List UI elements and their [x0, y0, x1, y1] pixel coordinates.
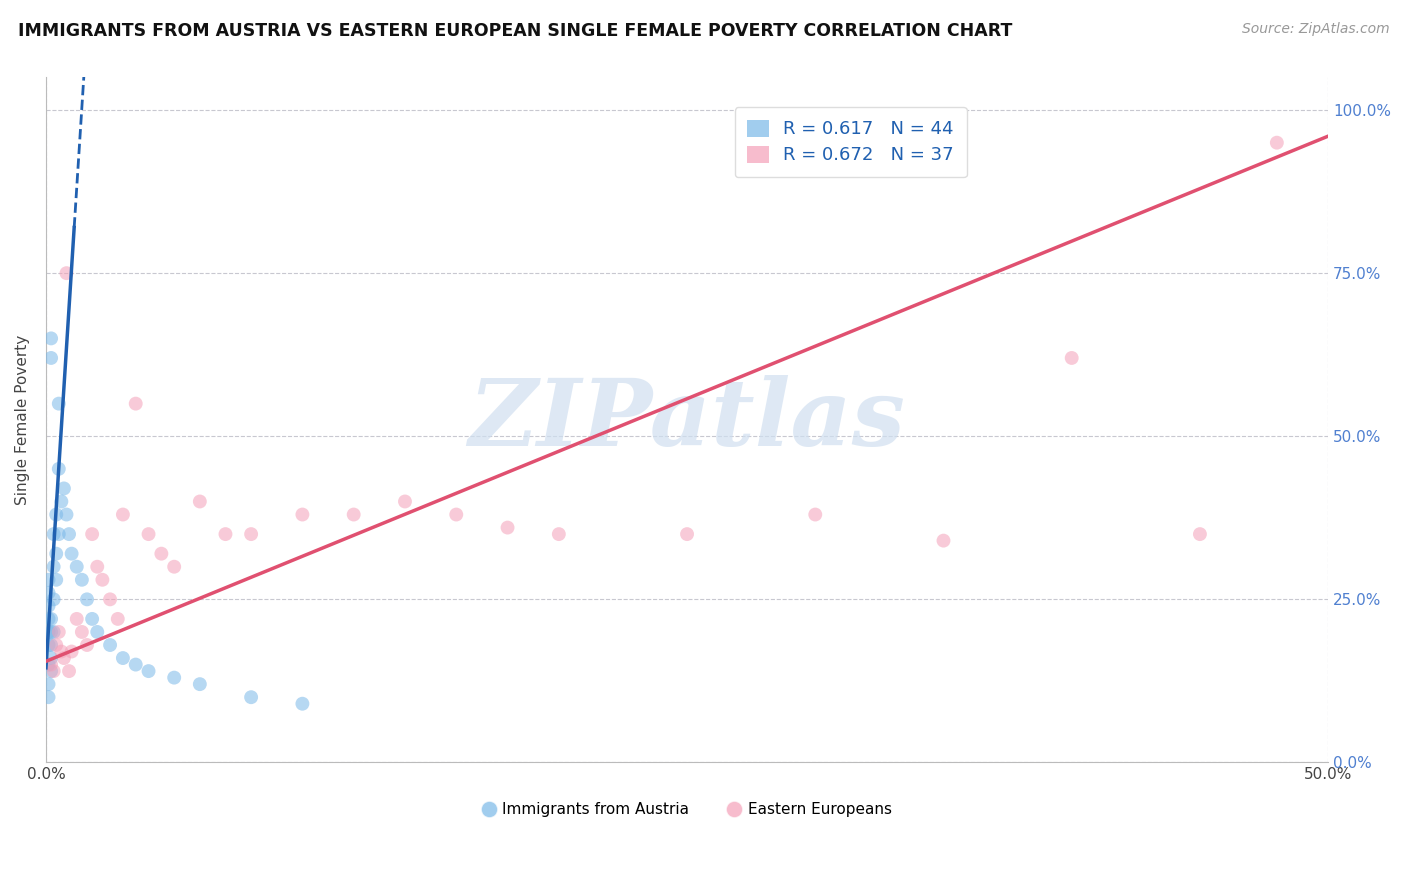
Point	[58, 527, 80, 541]
Point	[39, 657, 62, 672]
Point	[38, 624, 60, 639]
Point	[48, 527, 70, 541]
Point	[52, 651, 75, 665]
Point	[82, 612, 104, 626]
Point	[66, 612, 89, 626]
Point	[45, 573, 67, 587]
Point	[86, 559, 108, 574]
Point	[240, 527, 263, 541]
Point	[1188, 527, 1211, 541]
Point	[188, 677, 211, 691]
Point	[214, 527, 236, 541]
Point	[48, 462, 70, 476]
Point	[39, 331, 62, 345]
Point	[42, 592, 65, 607]
Point	[55, 266, 77, 280]
Point	[496, 520, 519, 534]
Point	[39, 612, 62, 626]
Point	[38, 586, 60, 600]
Point	[39, 351, 62, 365]
Point	[240, 690, 263, 705]
Point	[58, 664, 80, 678]
Text: Source: ZipAtlas.com: Source: ZipAtlas.com	[1241, 22, 1389, 37]
Point	[125, 396, 148, 410]
Point	[98, 592, 121, 607]
Point	[60, 644, 83, 658]
Point	[52, 482, 75, 496]
Point	[446, 508, 468, 522]
Point	[38, 599, 60, 613]
Point	[76, 592, 98, 607]
Point	[48, 624, 70, 639]
Point	[38, 573, 60, 587]
Point	[42, 527, 65, 541]
Point	[39, 624, 62, 639]
Point	[76, 638, 98, 652]
Text: IMMIGRANTS FROM AUSTRIA VS EASTERN EUROPEAN SINGLE FEMALE POVERTY CORRELATION CH: IMMIGRANTS FROM AUSTRIA VS EASTERN EUROP…	[18, 22, 1012, 40]
Point	[91, 573, 114, 587]
Point	[138, 664, 160, 678]
Point	[163, 671, 186, 685]
Point	[291, 508, 314, 522]
Point	[98, 638, 121, 652]
Point	[45, 547, 67, 561]
Point	[804, 508, 827, 522]
Point	[1265, 136, 1288, 150]
Point	[42, 624, 65, 639]
Point	[38, 677, 60, 691]
Point	[38, 612, 60, 626]
Point	[86, 624, 108, 639]
Point	[38, 638, 60, 652]
Point	[60, 547, 83, 561]
Point	[343, 508, 366, 522]
Point	[39, 664, 62, 678]
Point	[107, 612, 129, 626]
Point	[163, 559, 186, 574]
Point	[82, 527, 104, 541]
Point	[932, 533, 955, 548]
Point	[45, 638, 67, 652]
Point	[51, 644, 73, 658]
Point	[38, 690, 60, 705]
Point	[125, 657, 148, 672]
Point	[394, 494, 416, 508]
Point	[138, 527, 160, 541]
Point	[48, 396, 70, 410]
Point	[111, 651, 134, 665]
Point	[70, 624, 93, 639]
Point	[188, 494, 211, 508]
Point	[676, 527, 699, 541]
Point	[547, 527, 569, 541]
Point	[70, 573, 93, 587]
Point	[42, 664, 65, 678]
Point	[39, 638, 62, 652]
Point	[66, 559, 89, 574]
Point	[55, 508, 77, 522]
Point	[45, 508, 67, 522]
Point	[38, 657, 60, 672]
Legend: Immigrants from Austria, Eastern Europeans: Immigrants from Austria, Eastern Europea…	[477, 796, 897, 823]
Point	[291, 697, 314, 711]
Text: ZIPatlas: ZIPatlas	[468, 375, 905, 465]
Point	[39, 651, 62, 665]
Point	[111, 508, 134, 522]
Point	[150, 547, 173, 561]
Y-axis label: Single Female Poverty: Single Female Poverty	[15, 334, 30, 505]
Point	[51, 494, 73, 508]
Point	[42, 559, 65, 574]
Point	[1060, 351, 1083, 365]
